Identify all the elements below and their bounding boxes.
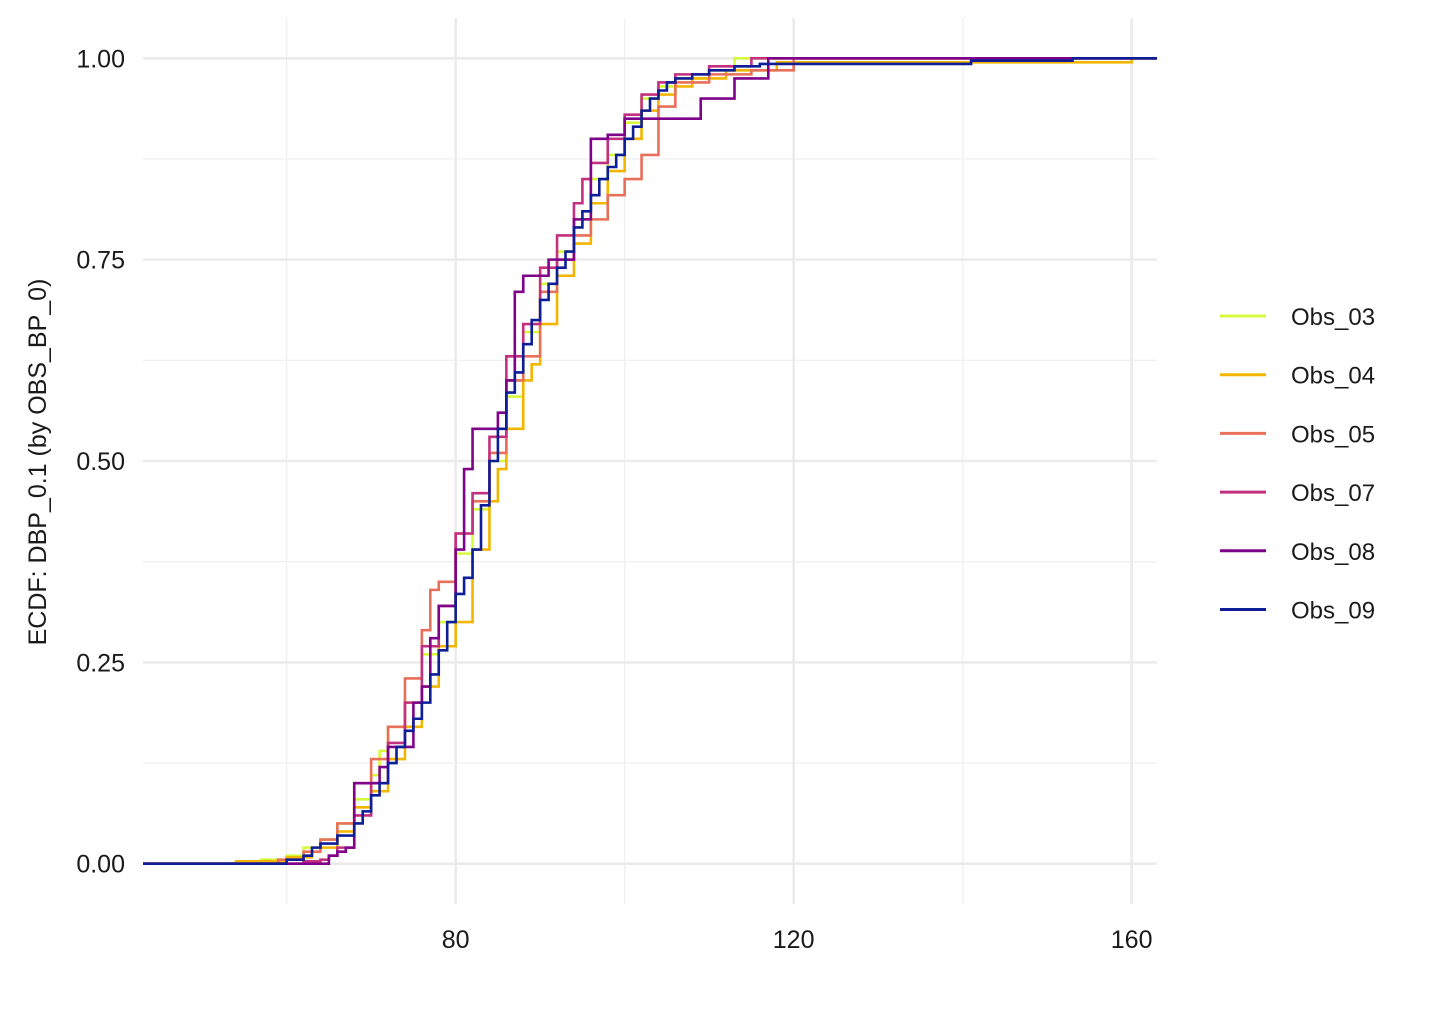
legend-label: Obs_05 <box>1291 421 1375 448</box>
y-axis-ticks: 0.00 0.25 0.50 0.75 1.00 <box>76 45 125 878</box>
legend-label: Obs_08 <box>1291 539 1375 566</box>
legend-label: Obs_07 <box>1291 480 1375 507</box>
x-tick-label: 80 <box>442 926 470 954</box>
ecdf-line-obs-08 <box>143 56 1157 866</box>
y-tick-label: 0.75 <box>76 247 125 275</box>
ecdf-line-obs-07 <box>143 56 1157 866</box>
y-tick-label: 0.25 <box>76 649 125 677</box>
y-axis-label: ECDF: DBP_0.1 (by OBS_BP_0) <box>24 279 52 646</box>
legend-label: Obs_09 <box>1291 598 1375 625</box>
x-axis-ticks: 80 120 160 <box>442 926 1153 954</box>
grid <box>143 18 1157 904</box>
x-tick-label: 160 <box>1111 926 1153 954</box>
ecdf-line-obs-09 <box>143 56 1157 866</box>
y-tick-label: 0.00 <box>76 851 125 879</box>
legend-label: Obs_03 <box>1291 304 1375 331</box>
y-tick-label: 0.50 <box>76 448 125 476</box>
legend: Obs_03 Obs_04 Obs_05 Obs_07 Obs_08 Obs_09 <box>1220 304 1375 625</box>
x-tick-label: 120 <box>773 926 815 954</box>
y-tick-label: 1.00 <box>76 45 125 73</box>
legend-label: Obs_04 <box>1291 363 1375 390</box>
series-lines <box>143 56 1157 866</box>
